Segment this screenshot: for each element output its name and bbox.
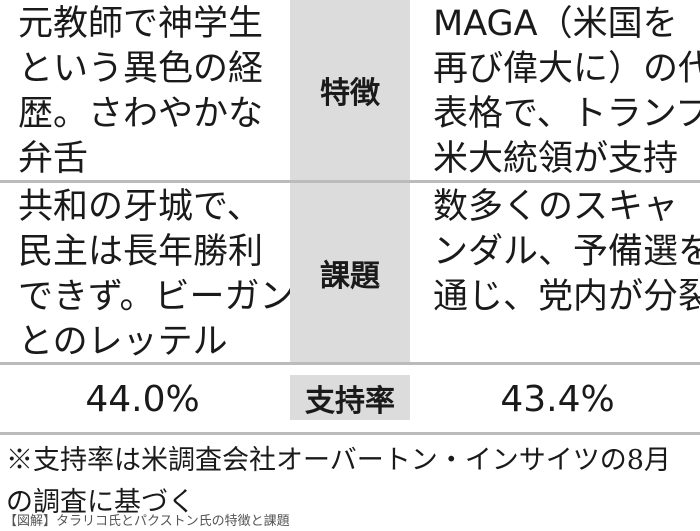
cell-right: 43.4% xyxy=(415,365,700,430)
row-rule xyxy=(0,362,700,365)
cell-line: ンダル、予備選を xyxy=(433,232,700,272)
cell-line: MAGA（米国を xyxy=(433,4,678,44)
row-rule xyxy=(0,180,700,183)
cell-right: 数多くのスキャ ンダル、予備選を 通じ、党内が分裂 xyxy=(415,183,700,362)
cell-left: 元教師で神学生 という異色の経 歴。さわやかな 弁舌 xyxy=(0,0,285,180)
cell-line: できず。ビーガン xyxy=(18,277,295,317)
cell-line: 43.4% xyxy=(500,379,615,420)
cell-line: 通じ、党内が分裂 xyxy=(433,277,700,317)
cell-line: 弁舌 xyxy=(18,139,89,179)
cell-line: 歴。さわやかな xyxy=(18,94,264,134)
cell-line: 数多くのスキャ xyxy=(433,187,679,227)
row-label: 支持率 xyxy=(290,375,410,420)
cell-left: 44.0% xyxy=(0,365,285,430)
cell-line: 共和の牙城で、 xyxy=(18,187,262,227)
cell-line: とのレッテル xyxy=(18,322,228,362)
cell-line: 44.0% xyxy=(85,379,200,420)
row-rule xyxy=(0,432,700,435)
caption: 【図解】タラリコ氏とパクストン氏の特徴と課題 xyxy=(4,514,290,529)
cell-line: 表格で、トランプ xyxy=(433,94,700,134)
row-label: 課題 xyxy=(290,183,410,362)
cell-line: 民主は長年勝利 xyxy=(18,232,264,272)
row-label: 特徴 xyxy=(290,0,410,180)
cell-line: という異色の経 xyxy=(18,49,264,89)
cell-right: MAGA（米国を 再び偉大に）の代 表格で、トランプ 米大統領が支持 xyxy=(415,0,700,180)
footnote: ※支持率は米調査会社オーバートン・インサイツの8月の調査に基づく xyxy=(6,445,671,518)
cell-line: 再び偉大に）の代 xyxy=(433,49,700,89)
cell-line: 元教師で神学生 xyxy=(18,4,264,44)
cell-left: 共和の牙城で、 民主は長年勝利 できず。ビーガン とのレッテル xyxy=(0,183,295,362)
cell-line: 米大統領が支持 xyxy=(433,139,679,179)
